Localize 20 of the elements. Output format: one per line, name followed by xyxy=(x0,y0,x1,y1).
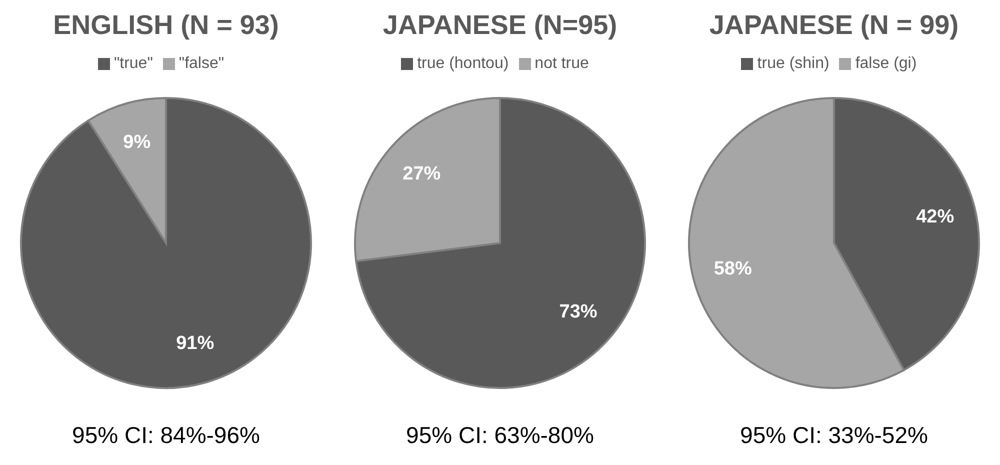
legend-label: false (gi) xyxy=(855,55,917,72)
data-label: 9% xyxy=(123,132,151,154)
chart-title: JAPANESE (N = 99) xyxy=(708,9,960,42)
chart-title: ENGLISH (N = 93) xyxy=(52,9,280,42)
legend-label: "true" xyxy=(114,55,153,72)
data-label: 42% xyxy=(916,206,954,228)
chart-title: JAPANESE (N=95) xyxy=(382,9,618,42)
legend-label: true (shin) xyxy=(757,55,830,72)
pie-slice xyxy=(20,97,312,389)
text: 95% CI: 84%-96% xyxy=(71,422,261,449)
data-label: 73% xyxy=(559,302,598,323)
data-label: 58% xyxy=(714,258,752,280)
legend-label: not true xyxy=(534,55,589,72)
text: 95% CI: 63%-80% xyxy=(405,422,595,449)
data-label: 91% xyxy=(176,332,214,354)
text: 95% CI: 33%-52% xyxy=(739,422,929,449)
pie-slice xyxy=(355,97,646,389)
data-label: 27% xyxy=(402,163,441,184)
legend-label: "false" xyxy=(178,55,224,72)
legend-label: true (hontou) xyxy=(417,55,509,72)
